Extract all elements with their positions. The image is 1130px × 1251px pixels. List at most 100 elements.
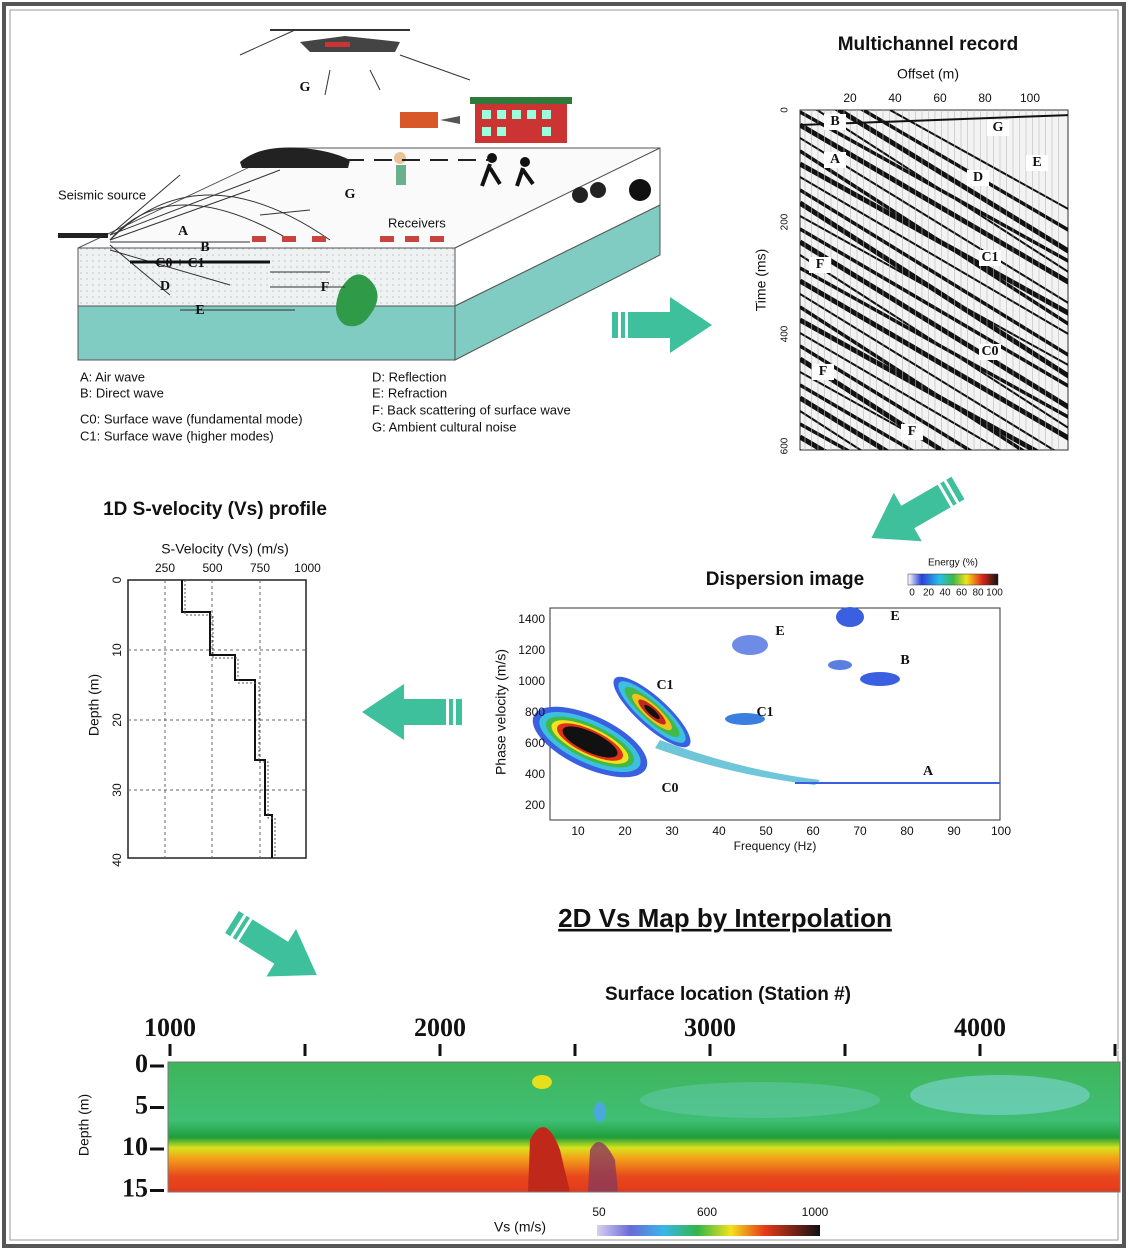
tick-label: 80 xyxy=(972,588,984,599)
legend-entry: D: Reflection xyxy=(372,369,446,384)
tick-label: 0 xyxy=(909,588,915,599)
tick-label: 10 xyxy=(122,1132,148,1161)
tick-label: 200 xyxy=(525,798,545,812)
tick-label: 40 xyxy=(888,91,902,105)
tick-label: 600 xyxy=(697,1205,717,1219)
tick-label: 60 xyxy=(956,588,968,599)
wave-marker: G xyxy=(300,80,311,95)
tick-label: 0 xyxy=(110,576,124,583)
wave-marker: E xyxy=(195,303,204,318)
wave-marker: B xyxy=(830,114,839,129)
tick-label: 4000 xyxy=(954,1013,1006,1042)
tick-label: 15 xyxy=(122,1173,148,1202)
tick-label: 10 xyxy=(110,643,124,657)
wave-marker: C0 + C1 xyxy=(155,256,204,271)
tick-label: 40 xyxy=(939,588,951,599)
tick-label: 50 xyxy=(759,824,773,838)
tick-label: 0 xyxy=(135,1049,148,1078)
legend-entry: B: Direct wave xyxy=(80,385,164,400)
legend-entry: A: Air wave xyxy=(80,369,145,384)
tick-label: 20 xyxy=(923,588,935,599)
tick-label: 1000 xyxy=(294,561,321,575)
wave-marker: A xyxy=(830,152,841,167)
wave-marker: C0 xyxy=(981,344,998,359)
tick-label: 600 xyxy=(780,437,791,454)
axis-label: Phase velocity (m/s) xyxy=(493,649,509,775)
wave-marker: F xyxy=(816,257,825,272)
tick-label: 600 xyxy=(525,736,545,750)
dispersion-panel xyxy=(523,574,1000,820)
tick-label: 10 xyxy=(571,824,585,838)
panel-title: Multichannel record xyxy=(838,34,1019,55)
tick-label: 400 xyxy=(780,325,791,342)
tick-label: 400 xyxy=(525,767,545,781)
colorbar-label: Energy (%) xyxy=(928,558,978,569)
panel-title: Dispersion image xyxy=(706,569,864,590)
tick-label: 500 xyxy=(202,561,222,575)
figure: Seismic sourceReceiversGGABC0 + C1DEFA: … xyxy=(0,0,1130,1251)
legend-entry: C0: Surface wave (fundamental mode) xyxy=(80,411,303,426)
tick-label: 2000 xyxy=(414,1013,466,1042)
tick-label: 1200 xyxy=(518,643,545,657)
wave-marker: C1 xyxy=(656,678,673,693)
wave-marker: C1 xyxy=(981,250,998,265)
axis-label: Depth (m) xyxy=(86,674,102,736)
panel-title: 2D Vs Map by Interpolation xyxy=(558,903,892,933)
wave-marker: F xyxy=(908,424,917,439)
tick-label: 1400 xyxy=(518,612,545,626)
tick-label: 100 xyxy=(991,824,1011,838)
legend-entry: C1: Surface wave (higher modes) xyxy=(80,428,274,443)
tick-label: 100 xyxy=(1020,91,1040,105)
tick-label: 90 xyxy=(947,824,961,838)
source-label: Seismic source xyxy=(58,187,146,202)
profile-panel xyxy=(128,580,306,858)
tick-label: 3000 xyxy=(684,1013,736,1042)
tick-label: 1000 xyxy=(144,1013,196,1042)
tick-label: 1000 xyxy=(802,1205,829,1219)
wave-marker: B xyxy=(200,240,209,255)
wave-marker: D xyxy=(973,170,983,185)
tick-label: 60 xyxy=(933,91,947,105)
wave-marker: F xyxy=(321,280,330,295)
colorbar-label: Vs (m/s) xyxy=(494,1219,546,1235)
tick-label: 20 xyxy=(843,91,857,105)
axis-label: Time (ms) xyxy=(753,249,769,311)
tick-label: 0 xyxy=(780,107,791,113)
tick-label: 30 xyxy=(110,783,124,797)
receivers-label: Receivers xyxy=(388,215,446,230)
tick-label: 200 xyxy=(780,213,791,230)
tick-label: 80 xyxy=(900,824,914,838)
legend-entry: G: Ambient cultural noise xyxy=(372,419,517,434)
tick-label: 70 xyxy=(853,824,867,838)
tick-label: 5 xyxy=(135,1090,148,1119)
tick-label: 800 xyxy=(525,705,545,719)
tick-label: 40 xyxy=(712,824,726,838)
tick-label: 250 xyxy=(155,561,175,575)
axis-label: Offset (m) xyxy=(897,66,959,82)
panel-title: 1D S-velocity (Vs) profile xyxy=(103,499,327,520)
tick-label: 60 xyxy=(806,824,820,838)
tick-label: 1000 xyxy=(518,674,545,688)
tick-label: 40 xyxy=(110,853,124,867)
wave-marker: A xyxy=(178,224,189,239)
wave-marker: A xyxy=(923,764,934,779)
tick-label: 100 xyxy=(986,588,1003,599)
tick-label: 20 xyxy=(618,824,632,838)
legend-entry: E: Refraction xyxy=(372,385,447,400)
wave-marker: B xyxy=(900,653,909,668)
axis-label: Depth (m) xyxy=(76,1094,92,1156)
wave-marker: G xyxy=(993,120,1004,135)
wave-marker: E xyxy=(775,624,784,639)
tick-label: 750 xyxy=(250,561,270,575)
tick-label: 50 xyxy=(592,1205,606,1219)
axis-label: Frequency (Hz) xyxy=(734,839,817,853)
tick-label: 20 xyxy=(110,713,124,727)
tick-label: 30 xyxy=(665,824,679,838)
wave-marker: C1 xyxy=(756,705,773,720)
legend-entry: F: Back scattering of surface wave xyxy=(372,402,571,417)
wave-marker: F xyxy=(819,364,828,379)
tick-label: 80 xyxy=(978,91,992,105)
wave-marker: G xyxy=(345,187,356,202)
axis-label: S-Velocity (Vs) (m/s) xyxy=(161,541,289,557)
wave-marker: E xyxy=(1032,155,1041,170)
